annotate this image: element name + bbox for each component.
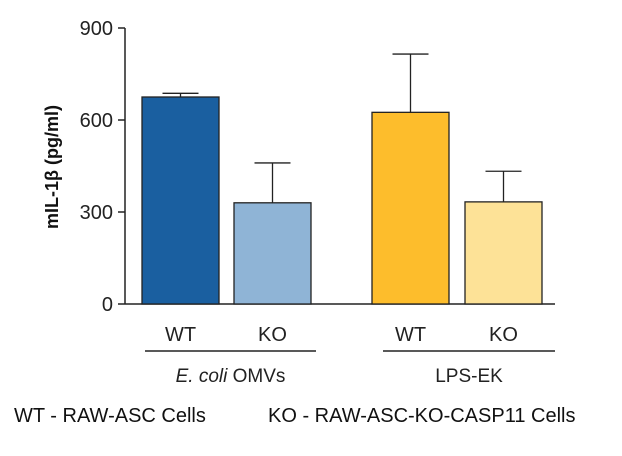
y-tick-label-1: 300 (80, 202, 113, 224)
y-tick-label-2: 600 (80, 110, 113, 132)
category-label-0: WT (165, 324, 196, 346)
bar-wt-0 (141, 96, 220, 305)
bar-ko-1 (233, 202, 312, 305)
bar-ko-3 (464, 201, 543, 305)
legend-ko: KO - RAW-ASC-KO-CASP11 Cells (268, 405, 576, 427)
legend-wt: WT - RAW-ASC Cells (14, 405, 206, 427)
group-label-0: E. coli OMVs (176, 366, 286, 387)
y-tick-label-0: 0 (102, 294, 113, 316)
category-label-3: KO (489, 324, 518, 346)
bar-chart: 0 300 600 900 mIL-1β (pg/ml) WT KO WT KO E. co… (42, 18, 555, 387)
y-axis: 0 300 600 900 (80, 18, 126, 316)
y-axis-label: mIL-1β (pg/ml) (42, 105, 62, 229)
bar-wt-2 (371, 111, 450, 305)
category-label-1: KO (258, 324, 287, 346)
y-tick-label-3: 900 (80, 18, 113, 40)
group-label-1: LPS-EK (435, 366, 503, 387)
category-label-2: WT (395, 324, 426, 346)
